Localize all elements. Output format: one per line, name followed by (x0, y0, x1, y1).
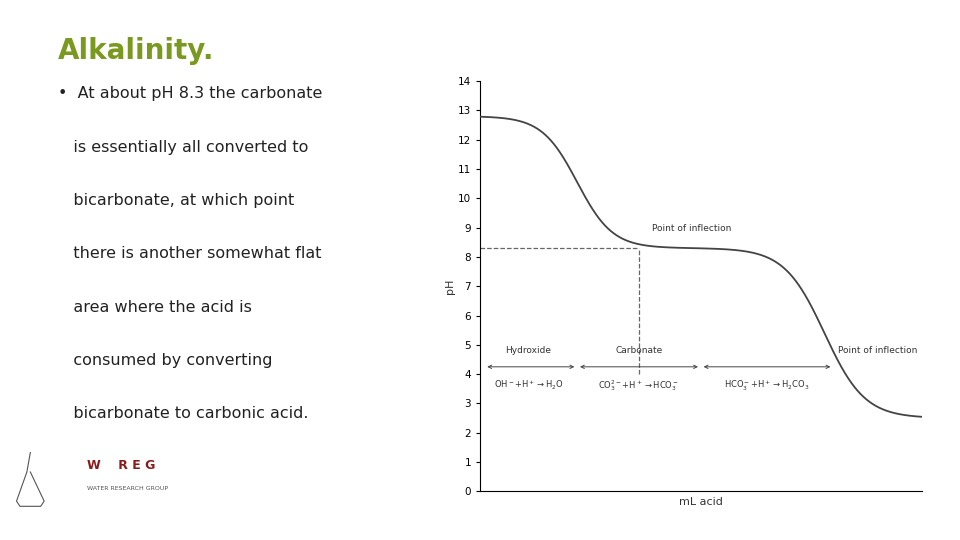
Text: OH$^-$+H$^+$$\rightarrow$H$_2$O: OH$^-$+H$^+$$\rightarrow$H$_2$O (493, 379, 564, 392)
Text: Point of inflection: Point of inflection (652, 225, 732, 233)
Text: area where the acid is: area where the acid is (58, 300, 252, 314)
Text: is essentially all converted to: is essentially all converted to (58, 140, 308, 154)
Text: W    R E G: W R E G (87, 459, 156, 472)
Text: bicarbonate to carbonic acid.: bicarbonate to carbonic acid. (58, 406, 308, 421)
Text: •  At about pH 8.3 the carbonate: • At about pH 8.3 the carbonate (58, 86, 322, 102)
Text: WATER RESEARCH GROUP: WATER RESEARCH GROUP (87, 485, 168, 491)
Text: bicarbonate, at which point: bicarbonate, at which point (58, 193, 294, 208)
Text: consumed by converting: consumed by converting (58, 353, 272, 368)
Text: Hydroxide: Hydroxide (506, 346, 552, 355)
Text: there is another somewhat flat: there is another somewhat flat (58, 246, 321, 261)
X-axis label: mL acid: mL acid (679, 497, 723, 507)
Text: Alkalinity.: Alkalinity. (58, 37, 214, 65)
Text: Carbonate: Carbonate (615, 346, 662, 355)
Text: CO$_3^{2-}$+H$^+$$\rightarrow$HCO$_3^-$: CO$_3^{2-}$+H$^+$$\rightarrow$HCO$_3^-$ (598, 379, 680, 394)
Y-axis label: pH: pH (444, 279, 455, 294)
Text: Point of inflection: Point of inflection (838, 346, 917, 355)
Text: HCO$_3^-$+H$^+$$\rightarrow$H$_2$CO$_3$: HCO$_3^-$+H$^+$$\rightarrow$H$_2$CO$_3$ (724, 379, 810, 393)
